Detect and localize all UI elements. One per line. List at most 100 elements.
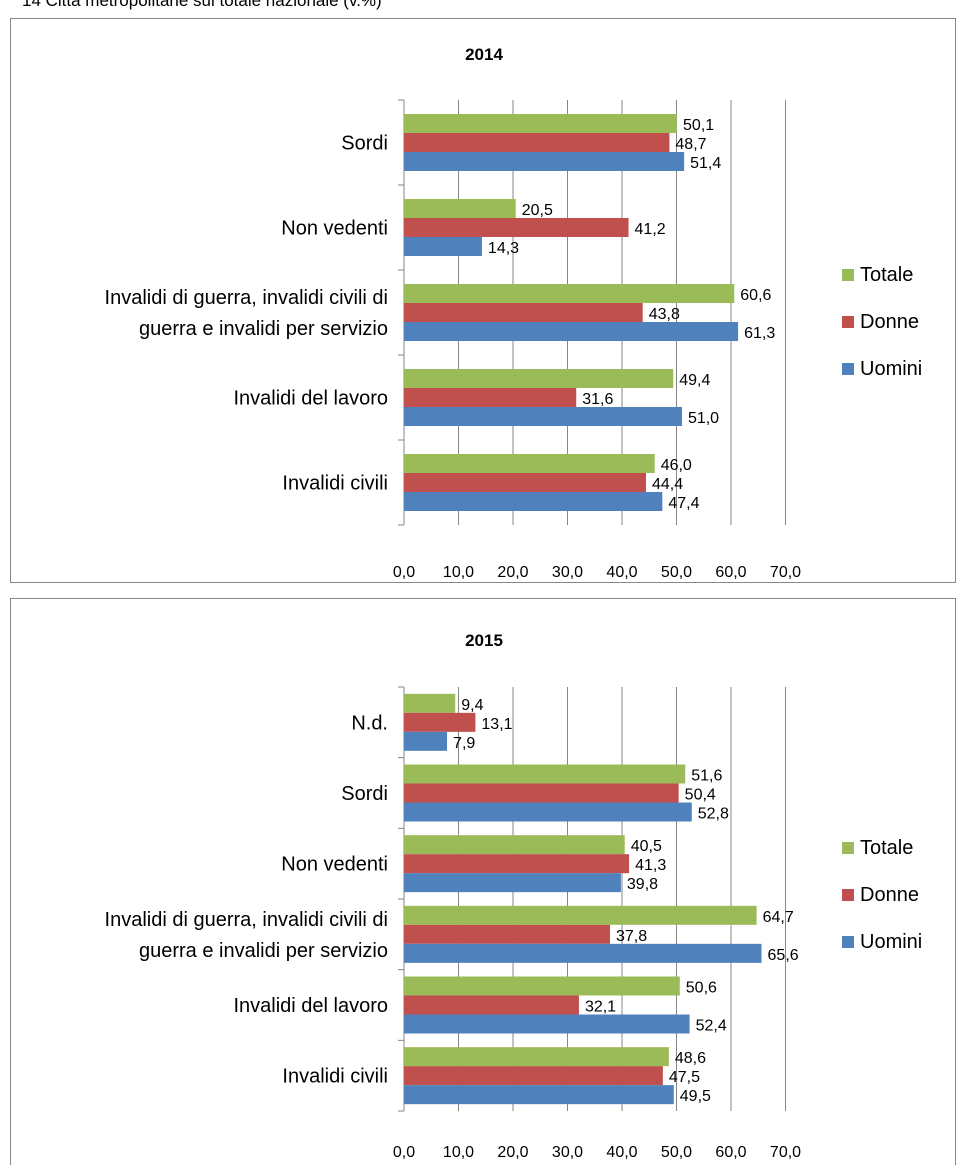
chart-2014-x-tick-label: 60,0 bbox=[715, 564, 746, 581]
chart-2015-data-label: 64,7 bbox=[763, 909, 794, 926]
chart-2015-data-label: 65,6 bbox=[768, 947, 799, 964]
chart-2014-bar-donne bbox=[404, 218, 629, 237]
chart-2014-category-label: Invalidi di guerra, invalidi civili di bbox=[105, 287, 388, 309]
chart-2015-x-tick-label: 30,0 bbox=[552, 1144, 583, 1161]
chart-2015-bar-donne bbox=[404, 783, 679, 803]
chart-2015-data-label: 39,8 bbox=[627, 876, 658, 893]
chart-2014-legend-swatch-totale bbox=[842, 269, 854, 281]
chart-2015-data-label: 50,6 bbox=[686, 980, 717, 997]
chart-2015-bar-totale bbox=[404, 976, 680, 996]
chart-2015-data-label: 52,8 bbox=[698, 806, 729, 823]
chart-2014-x-tick-label: 50,0 bbox=[661, 564, 692, 581]
chart-2014-data-label: 47,4 bbox=[668, 495, 699, 512]
chart-2014-legend-label: Uomini bbox=[860, 358, 922, 380]
chart-2014-x-tick-label: 30,0 bbox=[552, 564, 583, 581]
chart-2014-x-tick-label: 10,0 bbox=[443, 564, 474, 581]
chart-2014-category-label: Invalidi del lavoro bbox=[233, 388, 388, 410]
chart-2015-data-label: 41,3 bbox=[635, 857, 666, 874]
chart-2014-data-label: 43,8 bbox=[649, 306, 680, 323]
chart-2014-bar-totale bbox=[404, 454, 655, 473]
chart-2014-legend-swatch-uomini bbox=[842, 363, 854, 375]
chart-2015-category-label: guerra e invalidi per servizio bbox=[139, 940, 388, 962]
chart-2015-x-tick-label: 0,0 bbox=[393, 1144, 415, 1161]
chart-2015-legend-label: Donne bbox=[860, 884, 919, 906]
chart-2015-x-tick-label: 20,0 bbox=[497, 1144, 528, 1161]
chart-2014-x-tick-label: 40,0 bbox=[606, 564, 637, 581]
chart-2015-data-label: 13,1 bbox=[481, 716, 512, 733]
chart-2014-bar-totale bbox=[404, 369, 674, 388]
chart-2015-data-label: 52,4 bbox=[696, 1018, 727, 1035]
chart-2014-data-label: 51,0 bbox=[688, 410, 719, 427]
chart-2014-svg: 2014 50,1 48,7 51,4 Sordi 20,5 41,2 14,3 Non ved… bbox=[105, 45, 923, 581]
chart-2015-bar-uomini bbox=[404, 943, 762, 963]
chart-2014-bar-uomini bbox=[404, 407, 682, 426]
chart-2015-x-tick-label: 50,0 bbox=[661, 1144, 692, 1161]
chart-2015-legend-label: Uomini bbox=[860, 931, 922, 953]
chart-2015-bar-uomini bbox=[404, 1085, 674, 1105]
chart-2014-x-tick-label: 20,0 bbox=[497, 564, 528, 581]
chart-2015-bar-totale bbox=[404, 764, 686, 784]
chart-2015-legend-swatch-totale bbox=[842, 842, 854, 854]
chart-2015-x-tick-label: 70,0 bbox=[770, 1144, 801, 1161]
chart-2015-bar-donne bbox=[404, 995, 579, 1015]
chart-2014-data-label: 49,4 bbox=[679, 372, 710, 389]
chart-2015-data-label: 48,6 bbox=[675, 1050, 706, 1067]
chart-2014-x-tick-label: 0,0 bbox=[393, 564, 415, 581]
chart-2015-data-label: 7,9 bbox=[453, 735, 475, 752]
chart-2014-bar-uomini bbox=[404, 492, 663, 511]
chart-2015-legend-swatch-uomini bbox=[842, 936, 854, 948]
chart-2015-data-label: 49,5 bbox=[680, 1088, 711, 1105]
chart-2015-category-label: Invalidi di guerra, invalidi civili di bbox=[105, 909, 388, 931]
chart-2014-data-label: 60,6 bbox=[740, 287, 771, 304]
chart-2014-title: 2014 bbox=[465, 45, 503, 64]
chart-2015-bar-donne bbox=[404, 1066, 663, 1086]
chart-2015-bar-donne bbox=[404, 854, 630, 874]
chart-2014-data-label: 14,3 bbox=[488, 240, 519, 257]
chart-2015-legend-label: Totale bbox=[860, 837, 913, 859]
chart-2014-data-label: 46,0 bbox=[661, 457, 692, 474]
chart-2015-bar-uomini bbox=[404, 731, 448, 751]
chart-2015-bar-totale bbox=[404, 693, 456, 713]
chart-2015-x-tick-label: 40,0 bbox=[606, 1144, 637, 1161]
chart-2015-category-label: Invalidi civili bbox=[282, 1066, 388, 1088]
chart-2014-bar-donne bbox=[404, 303, 643, 322]
chart-2014-bar-totale bbox=[404, 284, 735, 303]
chart-2015-category-label: Invalidi del lavoro bbox=[233, 995, 388, 1017]
chart-2015-category-label: Sordi bbox=[341, 783, 388, 805]
chart-2014: 2014 50,1 48,7 51,4 Sordi 20,5 41,2 14,3 Non ved… bbox=[10, 18, 956, 583]
chart-2014-bar-totale bbox=[404, 114, 678, 133]
chart-2014-legend-swatch-donne bbox=[842, 316, 854, 328]
chart-2014-legend-label: Totale bbox=[860, 264, 913, 286]
chart-2015-data-label: 9,4 bbox=[461, 697, 483, 714]
page-header: 14 Città metropolitane sul totale nazion… bbox=[22, 0, 382, 10]
chart-2014-bar-donne bbox=[404, 388, 577, 407]
chart-2015-bar-donne bbox=[404, 924, 611, 944]
chart-2015-bar-donne bbox=[404, 712, 476, 732]
chart-2015-title: 2015 bbox=[465, 631, 503, 650]
chart-2015-data-label: 40,5 bbox=[631, 838, 662, 855]
chart-2014-bar-donne bbox=[404, 473, 646, 492]
chart-2015-bar-totale bbox=[404, 835, 625, 855]
chart-2015-data-label: 50,4 bbox=[685, 787, 716, 804]
chart-2014-data-label: 20,5 bbox=[522, 202, 553, 219]
chart-2015-legend-swatch-donne bbox=[842, 889, 854, 901]
chart-2014-data-label: 41,2 bbox=[635, 221, 666, 238]
chart-2015-data-label: 37,8 bbox=[616, 928, 647, 945]
chart-2014-data-label: 48,7 bbox=[675, 136, 706, 153]
chart-2014-legend-label: Donne bbox=[860, 311, 919, 333]
chart-2014-category-label: guerra e invalidi per servizio bbox=[139, 318, 388, 340]
chart-2014-x-tick-label: 70,0 bbox=[770, 564, 801, 581]
chart-2014-bar-donne bbox=[404, 133, 670, 152]
chart-2015-data-label: 51,6 bbox=[691, 768, 722, 785]
chart-2014-category-label: Invalidi civili bbox=[282, 473, 388, 495]
chart-2014-category-label: Sordi bbox=[341, 133, 388, 155]
chart-2015-svg: 2015 9,4 13,1 7,9 N.d. 51,6 50,4 52,8 Sordi 40,5 4… bbox=[105, 631, 923, 1161]
chart-2015-x-tick-label: 60,0 bbox=[715, 1144, 746, 1161]
chart-2014-data-label: 31,6 bbox=[582, 391, 613, 408]
chart-2015-data-label: 47,5 bbox=[669, 1069, 700, 1086]
chart-2014-data-label: 51,4 bbox=[690, 155, 721, 172]
chart-2014-bar-totale bbox=[404, 199, 516, 218]
chart-2015-data-label: 32,1 bbox=[585, 999, 616, 1016]
chart-2015-bar-totale bbox=[404, 1047, 669, 1067]
chart-2015-x-tick-label: 10,0 bbox=[443, 1144, 474, 1161]
